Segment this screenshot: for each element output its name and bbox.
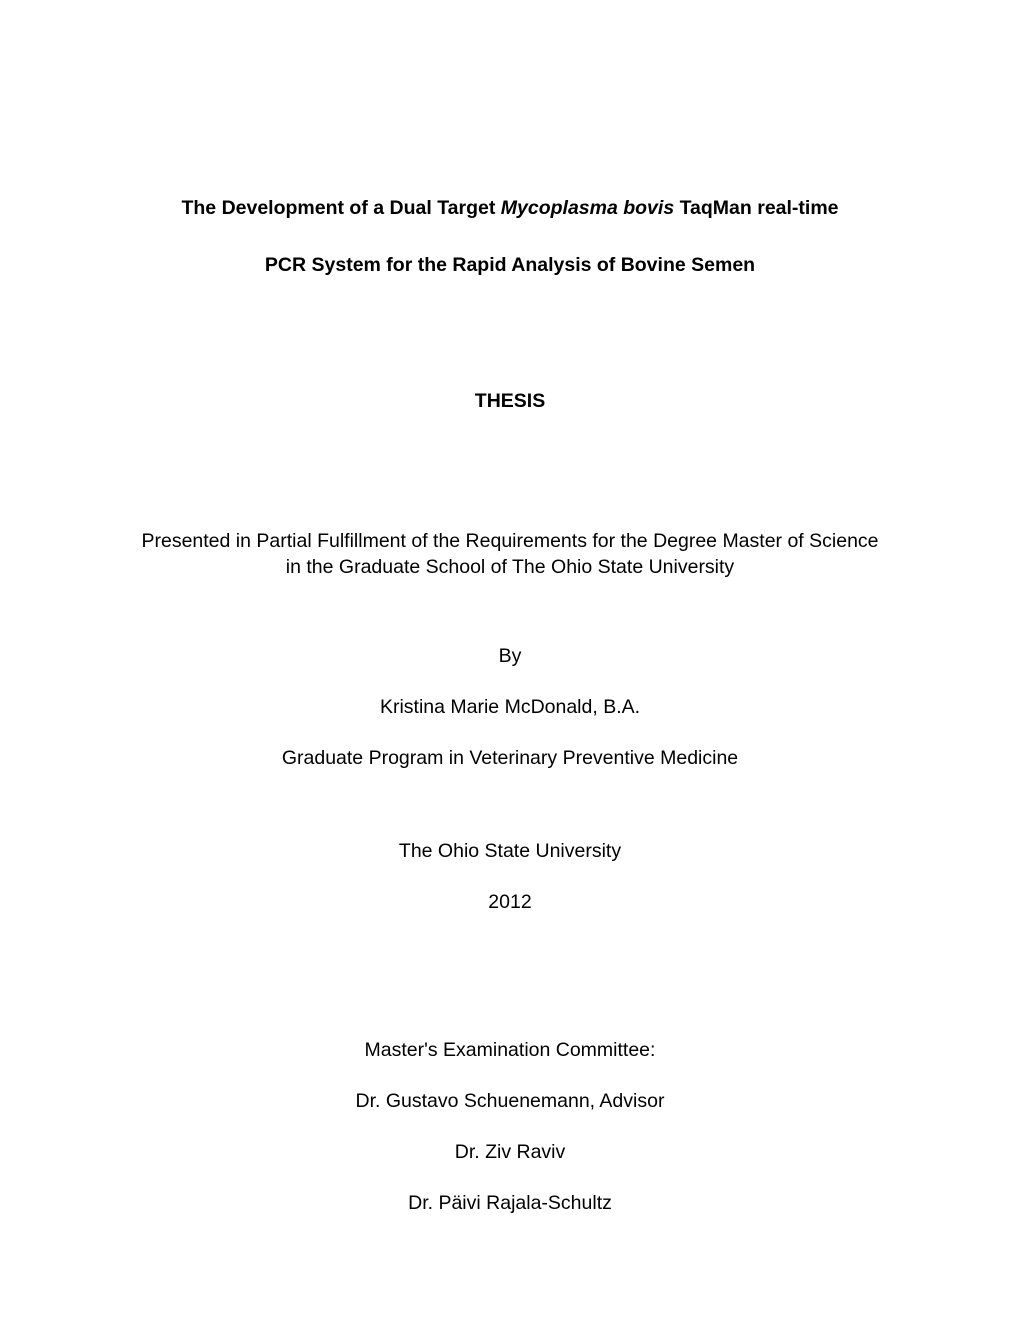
title-italic-term: Mycoplasma bovis bbox=[501, 197, 674, 219]
thesis-label: THESIS bbox=[130, 390, 890, 413]
committee-member-3: Dr. Päivi Rajala-Schultz bbox=[130, 1192, 890, 1215]
author-name: Kristina Marie McDonald, B.A. bbox=[130, 696, 890, 719]
title-prefix: The Development of a Dual Target bbox=[181, 197, 500, 219]
year: 2012 bbox=[130, 891, 890, 914]
graduate-program: Graduate Program in Veterinary Preventiv… bbox=[130, 747, 890, 770]
committee-member-2: Dr. Ziv Raviv bbox=[130, 1141, 890, 1164]
title-line-1: The Development of a Dual Target Mycopla… bbox=[130, 195, 890, 222]
by-label: By bbox=[130, 645, 890, 668]
university-name: The Ohio State University bbox=[130, 840, 890, 863]
title-suffix: TaqMan real-time bbox=[674, 197, 838, 219]
title-line-2: PCR System for the Rapid Analysis of Bov… bbox=[130, 252, 890, 279]
thesis-title: The Development of a Dual Target Mycopla… bbox=[130, 195, 890, 280]
fulfillment-statement: Presented in Partial Fulfillment of the … bbox=[130, 528, 890, 581]
committee-member-1: Dr. Gustavo Schuenemann, Advisor bbox=[130, 1090, 890, 1113]
committee-label: Master's Examination Committee: bbox=[130, 1039, 890, 1062]
